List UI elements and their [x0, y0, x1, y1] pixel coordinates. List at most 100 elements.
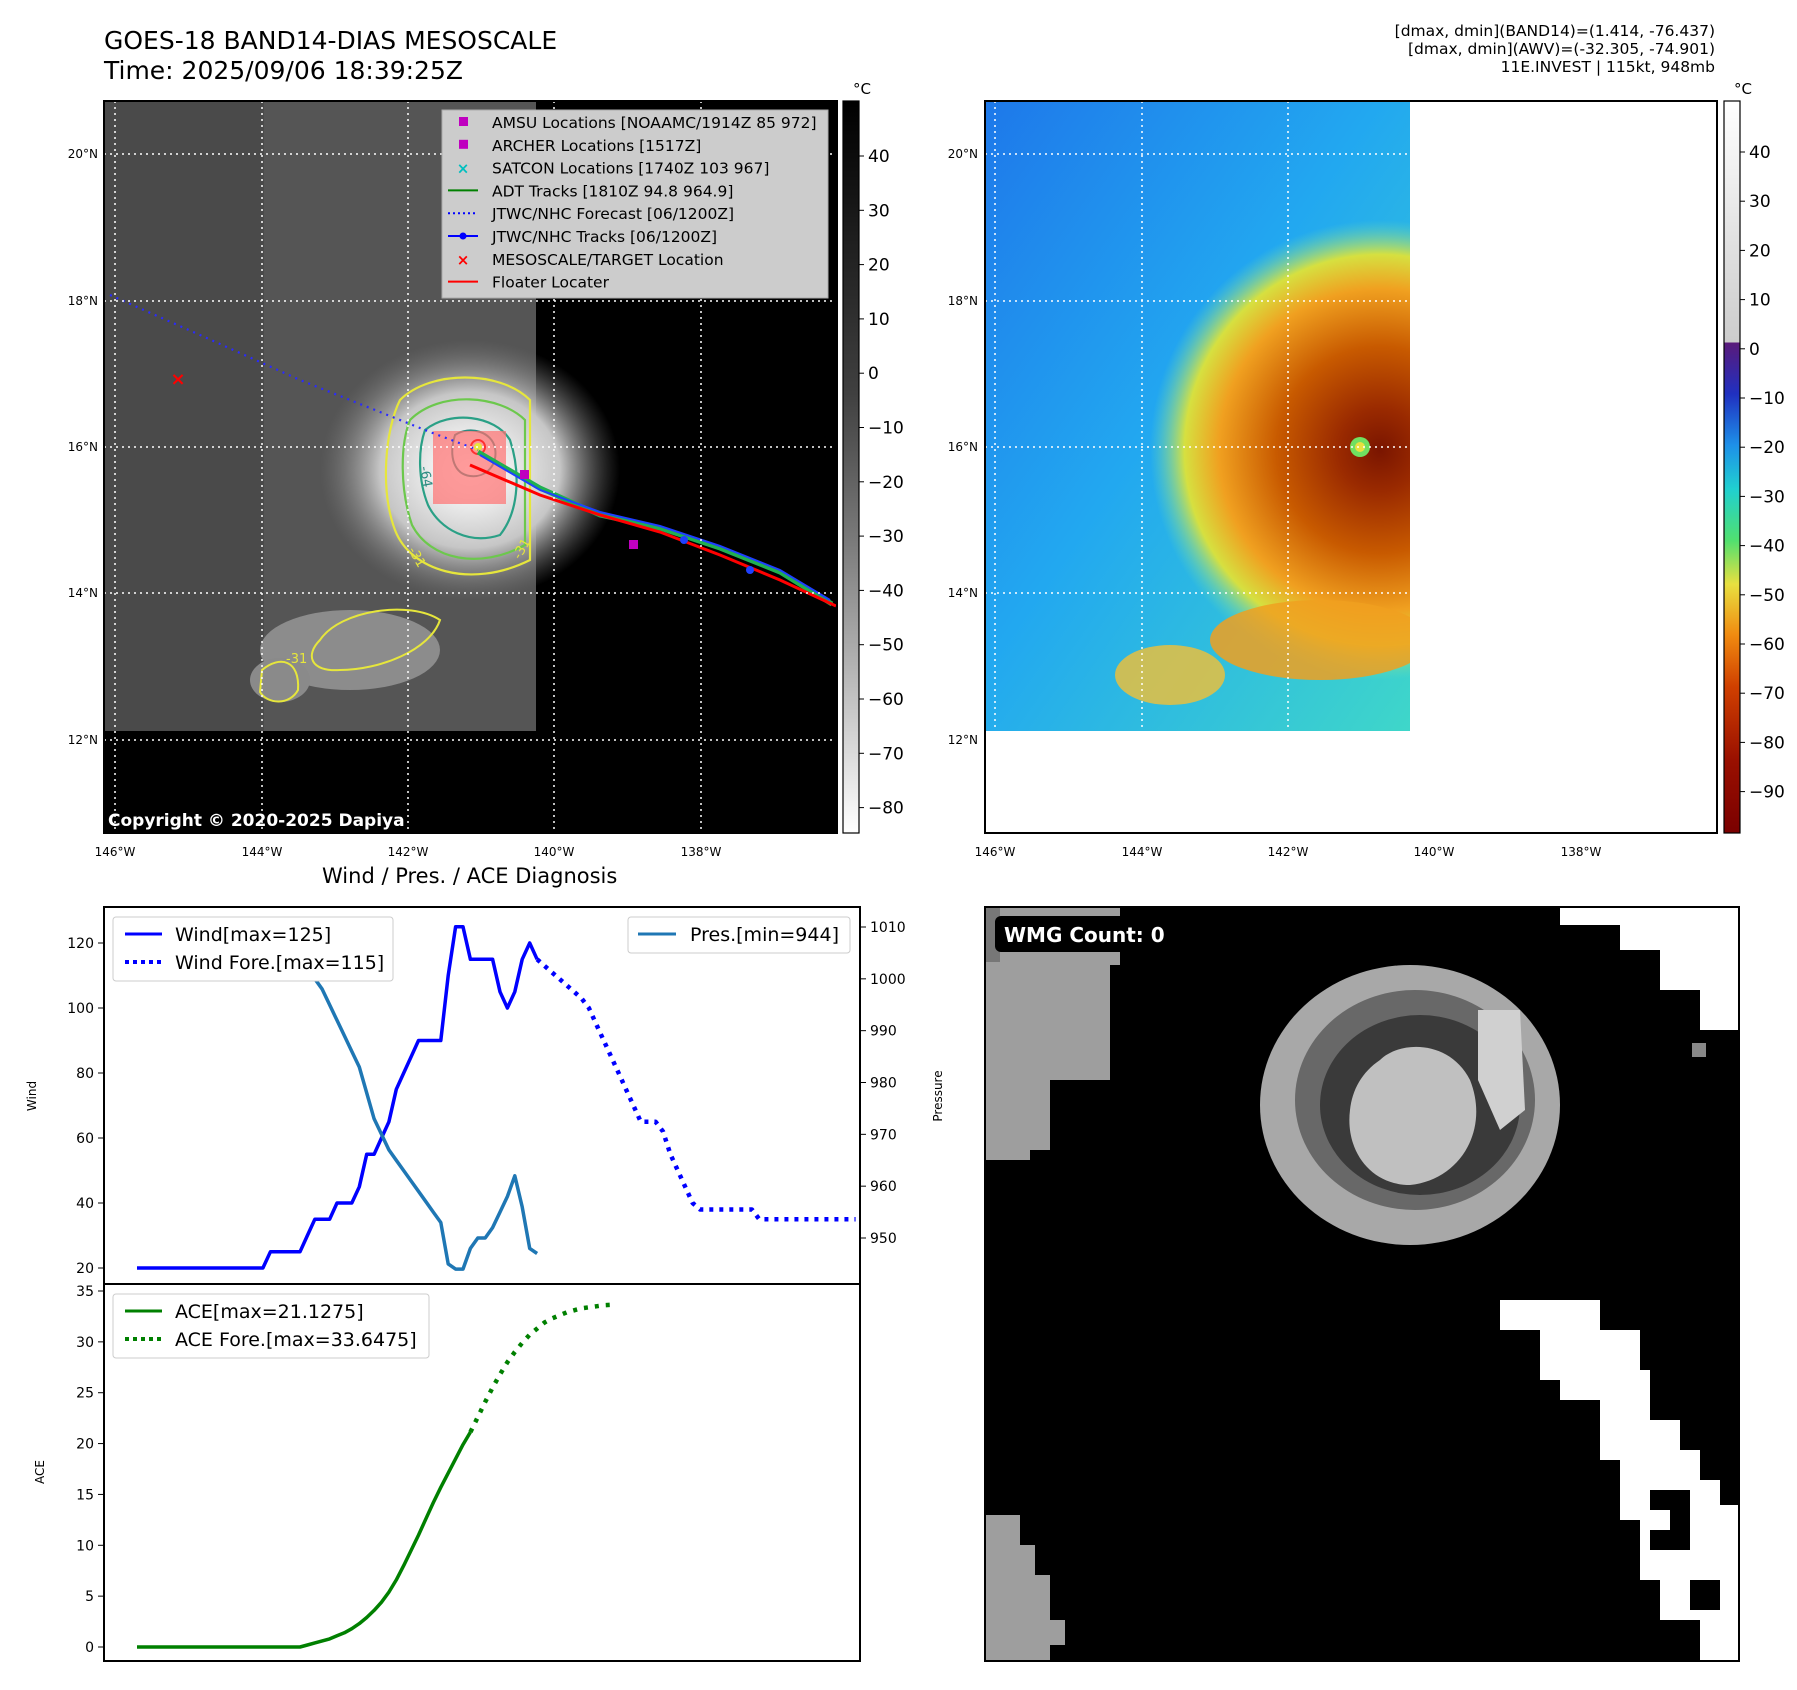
cbar-tick-label: −90 — [1749, 783, 1785, 803]
cbar-tick-label: 20 — [868, 256, 890, 276]
wmg-pixel — [1692, 1043, 1706, 1057]
map-frame — [103, 100, 838, 834]
wmg-white-bottom — [1500, 1300, 1739, 1660]
diag-title: Wind / Pres. / ACE Diagnosis — [322, 864, 618, 888]
wmg-gray-block — [985, 907, 1120, 1160]
lon-label: 146°W — [95, 845, 136, 859]
cbar-tick-label: −20 — [1749, 438, 1785, 458]
cbar-tick-label: −10 — [1749, 389, 1785, 409]
wmg-white-top — [1560, 907, 1739, 1030]
stats-line-2: [dmax, dmin](AWV)=(-32.305, -74.901) — [1408, 40, 1715, 58]
ace-legend-box — [112, 1293, 430, 1359]
cbar-tick-label: −20 — [868, 473, 904, 493]
wmg-gray-bottom — [985, 1515, 1065, 1661]
cbar-tick-label: −70 — [868, 744, 904, 764]
legend-entry: ARCHER Locations [1517Z] — [459, 137, 701, 155]
axis-tick-label: 80 — [76, 1066, 94, 1082]
title-line-2: Time: 2025/09/06 18:39:25Z — [104, 56, 463, 85]
cbar-tick-label: 30 — [868, 201, 890, 221]
awv-frame — [984, 100, 1718, 834]
target-marker: × — [170, 369, 185, 390]
lon-label: 146°W — [975, 845, 1016, 859]
ace-legend-entry: ACE[max=21.1275] — [175, 1301, 364, 1323]
awv-gridlines — [985, 101, 1410, 731]
wmg-count-badge — [995, 916, 1173, 952]
contour-label: -64 — [416, 465, 434, 489]
lon-label: 144°W — [242, 845, 283, 859]
awv-eye-center — [1355, 442, 1365, 452]
windfore-legend-entry: Wind Fore.[max=115] — [175, 952, 384, 974]
axis-tick-label: 20 — [76, 1437, 94, 1453]
lon-label: 140°W — [534, 845, 575, 859]
contour-yellow — [384, 376, 532, 576]
cbar-tick-label: 0 — [1749, 340, 1760, 360]
cbar-tick-label: −40 — [868, 581, 904, 601]
wmg-eye-lobe — [1478, 1010, 1525, 1130]
cbar-tick-label: −50 — [868, 636, 904, 656]
jtwc-track — [479, 454, 831, 601]
axis-tick-label: 25 — [76, 1386, 94, 1402]
amsu-marker — [520, 470, 529, 479]
contour-green — [401, 398, 527, 560]
jtwc-point — [746, 566, 754, 574]
wmg-eye — [1349, 1046, 1477, 1185]
cbar-tick-label: −60 — [868, 690, 904, 710]
lat-label: 20°N — [948, 147, 978, 161]
wmg-frame — [984, 906, 1740, 1662]
adt-track — [476, 449, 834, 607]
map-axis-labels: 20°N 18°N 16°N 14°N 12°N 20°N 18°N 16°N 14°N 12°N… — [68, 147, 1602, 859]
acefore-legend-entry: ACE Fore.[max=33.6475] — [175, 1329, 417, 1351]
legend-entry: ADT Tracks [1810Z 94.8 964.9] — [448, 182, 733, 200]
axis-tick-label: 60 — [76, 1131, 94, 1147]
legend-label: JTWC/NHC Forecast [06/1200Z] — [491, 205, 734, 223]
wind-legend-box — [112, 916, 394, 982]
stats-line-3: 11E.INVEST | 115kt, 948mb — [1500, 58, 1715, 76]
lon-label: 142°W — [1268, 845, 1309, 859]
pres-legend-entry: Pres.[min=944] — [690, 924, 839, 946]
axis-tick-label: 120 — [67, 936, 94, 952]
cbar-tick-label: 0 — [868, 364, 879, 384]
cbar-tick-label: 20 — [1749, 241, 1771, 261]
axis-tick-label: 5 — [85, 1589, 94, 1605]
ir-map-panel: -64 -31 -31 -31 × AMSU Locations [NOAAMC… — [103, 100, 838, 834]
axis-tick-label: 0 — [85, 1640, 94, 1656]
title-line-1: GOES-18 BAND14-DIAS MESOSCALE — [104, 26, 558, 55]
floater-box — [433, 431, 506, 504]
cbar-tick-label: −70 — [1749, 684, 1785, 704]
cbar-tick-label: −80 — [868, 799, 904, 819]
color-colorbar: °C 40 30 20 10 0 −10 −20 −30 −40 −50 −60 −70 −80 −90 — [1723, 80, 1785, 834]
axis-tick-label: 10 — [76, 1538, 94, 1554]
axis-tick-label: 980 — [870, 1076, 897, 1092]
wind-legend-entry: Wind[max=125] — [175, 924, 331, 946]
wind-legend: Wind[max=125] Wind Fore.[max=115] — [112, 916, 394, 982]
axis-tick-label: 1010 — [870, 920, 906, 936]
lon-label: 138°W — [1561, 845, 1602, 859]
lat-label: 12°N — [948, 733, 978, 747]
axis-tick-label: 30 — [76, 1335, 94, 1351]
legend-marker — [459, 117, 468, 126]
ir-dark-region — [104, 101, 264, 731]
cbar-tick-label: −40 — [1749, 537, 1785, 557]
awv-map-panel — [984, 100, 1718, 834]
cbar-tick-label: −50 — [1749, 586, 1785, 606]
gray-colorbar: °C 40 30 20 10 0 −10 −20 −30 −40 −50 −60 −70 −80 — [842, 80, 904, 834]
cbar-tick-label: 10 — [1749, 291, 1771, 311]
gray-cbar-rect — [842, 100, 860, 834]
awv-blank — [1410, 101, 1716, 733]
floater-track — [469, 463, 837, 608]
axis-tick-label: 1000 — [870, 972, 906, 988]
jtwc-point — [680, 536, 688, 544]
cbar-tick-label: 30 — [1749, 192, 1771, 212]
gray-cbar-unit: °C — [853, 80, 871, 98]
cbar-tick-label: 40 — [1749, 143, 1771, 163]
copyright: Copyright © 2020-2025 Dapiya — [108, 811, 405, 831]
axis-tick-label: 15 — [76, 1487, 94, 1503]
cbar-tick-label: −30 — [1749, 487, 1785, 507]
lon-label: 138°W — [681, 845, 722, 859]
archer-marker — [629, 540, 638, 549]
legend-entry: × MESOSCALE/TARGET Location — [457, 251, 724, 269]
lat-label: 18°N — [68, 294, 98, 308]
axis-tick-label: 990 — [870, 1024, 897, 1040]
lat-label: 14°N — [68, 586, 98, 600]
